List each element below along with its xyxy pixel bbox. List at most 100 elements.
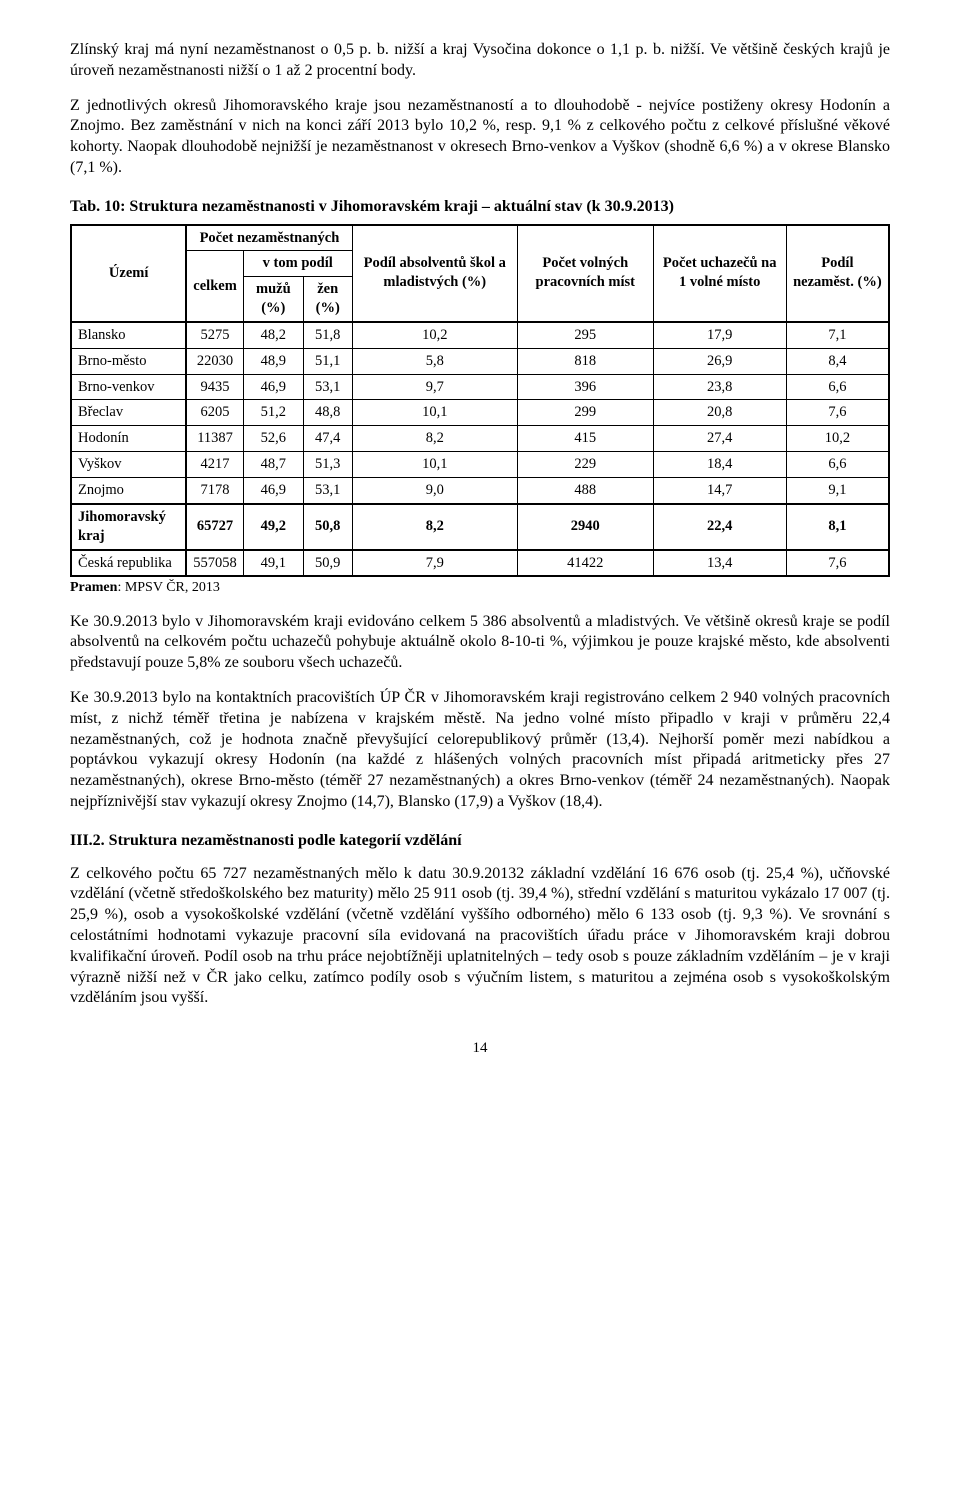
table-cell: 4217 xyxy=(186,452,243,478)
table-cell: 53,1 xyxy=(303,478,352,504)
table-cell: 488 xyxy=(517,478,653,504)
table-cell: 8,1 xyxy=(786,504,889,550)
table-source: Pramen: MPSV ČR, 2013 xyxy=(70,579,890,597)
page-number: 14 xyxy=(70,1039,890,1059)
table-cell: 396 xyxy=(517,374,653,400)
table-cell: 9,0 xyxy=(352,478,517,504)
table-cell: 22,4 xyxy=(653,504,786,550)
table-cell: 10,2 xyxy=(786,426,889,452)
table-cell: 295 xyxy=(517,322,653,348)
table-cell: 2940 xyxy=(517,504,653,550)
table-cell: 10,1 xyxy=(352,400,517,426)
table-cell: 27,4 xyxy=(653,426,786,452)
table-cell: 18,4 xyxy=(653,452,786,478)
table-cell: 8,2 xyxy=(352,504,517,550)
table-row: Česká republika55705849,150,97,94142213,… xyxy=(71,550,889,577)
table-cell: 7178 xyxy=(186,478,243,504)
table-cell: 6,6 xyxy=(786,452,889,478)
table-cell: 41422 xyxy=(517,550,653,577)
table-row: Blansko527548,251,810,229517,97,1 xyxy=(71,322,889,348)
table-cell: Hodonín xyxy=(71,426,186,452)
col-volnych: Počet volných pracovních míst xyxy=(517,225,653,322)
table-cell: 9,7 xyxy=(352,374,517,400)
table-cell: 818 xyxy=(517,348,653,374)
table-cell: 299 xyxy=(517,400,653,426)
source-value: : MPSV ČR, 2013 xyxy=(117,580,219,595)
table-cell: 9,1 xyxy=(786,478,889,504)
table-cell: 7,9 xyxy=(352,550,517,577)
table-row: Břeclav620551,248,810,129920,87,6 xyxy=(71,400,889,426)
table-cell: 8,2 xyxy=(352,426,517,452)
table-cell: 47,4 xyxy=(303,426,352,452)
table-cell: 49,1 xyxy=(243,550,303,577)
table-cell: 46,9 xyxy=(243,374,303,400)
table-cell: 557058 xyxy=(186,550,243,577)
table-cell: 65727 xyxy=(186,504,243,550)
table-cell: Blansko xyxy=(71,322,186,348)
col-zen: žen (%) xyxy=(303,277,352,322)
table-row: Hodonín1138752,647,48,241527,410,2 xyxy=(71,426,889,452)
paragraph-3: Ke 30.9.2013 bylo v Jihomoravském kraji … xyxy=(70,612,890,674)
table-cell: Znojmo xyxy=(71,478,186,504)
table-cell: Vyškov xyxy=(71,452,186,478)
table-row: Brno-město2203048,951,15,881826,98,4 xyxy=(71,348,889,374)
table-row: Jihomoravský kraj6572749,250,88,2294022,… xyxy=(71,504,889,550)
table-cell: 51,8 xyxy=(303,322,352,348)
col-pocet-nezam: Počet nezaměstnaných xyxy=(186,225,352,251)
table-cell: 52,6 xyxy=(243,426,303,452)
table-cell: Břeclav xyxy=(71,400,186,426)
paragraph-2: Z jednotlivých okresů Jihomoravského kra… xyxy=(70,96,890,179)
table-cell: 51,3 xyxy=(303,452,352,478)
table-row: Znojmo717846,953,19,048814,79,1 xyxy=(71,478,889,504)
table-cell: 51,1 xyxy=(303,348,352,374)
col-podil-abs: Podíl absolventů škol a mladistvých (%) xyxy=(352,225,517,322)
paragraph-5: Z celkového počtu 65 727 nezaměstnaných … xyxy=(70,864,890,1010)
table-cell: 5,8 xyxy=(352,348,517,374)
table-cell: 48,8 xyxy=(303,400,352,426)
col-uchazecu: Počet uchazečů na 1 volné místo xyxy=(653,225,786,322)
table-cell: 8,4 xyxy=(786,348,889,374)
col-muzu: mužů (%) xyxy=(243,277,303,322)
table-row: Brno-venkov943546,953,19,739623,86,6 xyxy=(71,374,889,400)
table-cell: 20,8 xyxy=(653,400,786,426)
table-cell: 14,7 xyxy=(653,478,786,504)
section-heading: III.2. Struktura nezaměstnanosti podle k… xyxy=(70,831,890,852)
table-cell: 50,8 xyxy=(303,504,352,550)
table-cell: 10,1 xyxy=(352,452,517,478)
table-cell: 9435 xyxy=(186,374,243,400)
table-cell: 48,2 xyxy=(243,322,303,348)
col-vtom: v tom podíl xyxy=(243,251,352,277)
paragraph-4: Ke 30.9.2013 bylo na kontaktních pracovi… xyxy=(70,688,890,813)
table-title: Tab. 10: Struktura nezaměstnanosti v Jih… xyxy=(70,197,890,218)
table-cell: 13,4 xyxy=(653,550,786,577)
table-cell: 10,2 xyxy=(352,322,517,348)
table-cell: 17,9 xyxy=(653,322,786,348)
table-cell: 6,6 xyxy=(786,374,889,400)
table-cell: 22030 xyxy=(186,348,243,374)
col-podil-nezam: Podíl nezaměst. (%) xyxy=(786,225,889,322)
table-cell: 7,6 xyxy=(786,550,889,577)
table-cell: 50,9 xyxy=(303,550,352,577)
table-row: Vyškov421748,751,310,122918,46,6 xyxy=(71,452,889,478)
col-uzemi: Území xyxy=(71,225,186,322)
table-cell: Česká republika xyxy=(71,550,186,577)
unemployment-table: Území Počet nezaměstnaných Podíl absolve… xyxy=(70,224,890,578)
table-cell: 51,2 xyxy=(243,400,303,426)
table-cell: Brno-město xyxy=(71,348,186,374)
table-cell: 6205 xyxy=(186,400,243,426)
table-cell: Brno-venkov xyxy=(71,374,186,400)
table-cell: 11387 xyxy=(186,426,243,452)
paragraph-1: Zlínský kraj má nyní nezaměstnanost o 0,… xyxy=(70,40,890,82)
col-celkem: celkem xyxy=(186,251,243,322)
table-cell: 53,1 xyxy=(303,374,352,400)
table-cell: 7,1 xyxy=(786,322,889,348)
table-cell: Jihomoravský kraj xyxy=(71,504,186,550)
table-cell: 7,6 xyxy=(786,400,889,426)
table-cell: 229 xyxy=(517,452,653,478)
source-label: Pramen xyxy=(70,580,117,595)
table-cell: 26,9 xyxy=(653,348,786,374)
table-cell: 415 xyxy=(517,426,653,452)
table-cell: 48,9 xyxy=(243,348,303,374)
table-cell: 23,8 xyxy=(653,374,786,400)
table-cell: 48,7 xyxy=(243,452,303,478)
